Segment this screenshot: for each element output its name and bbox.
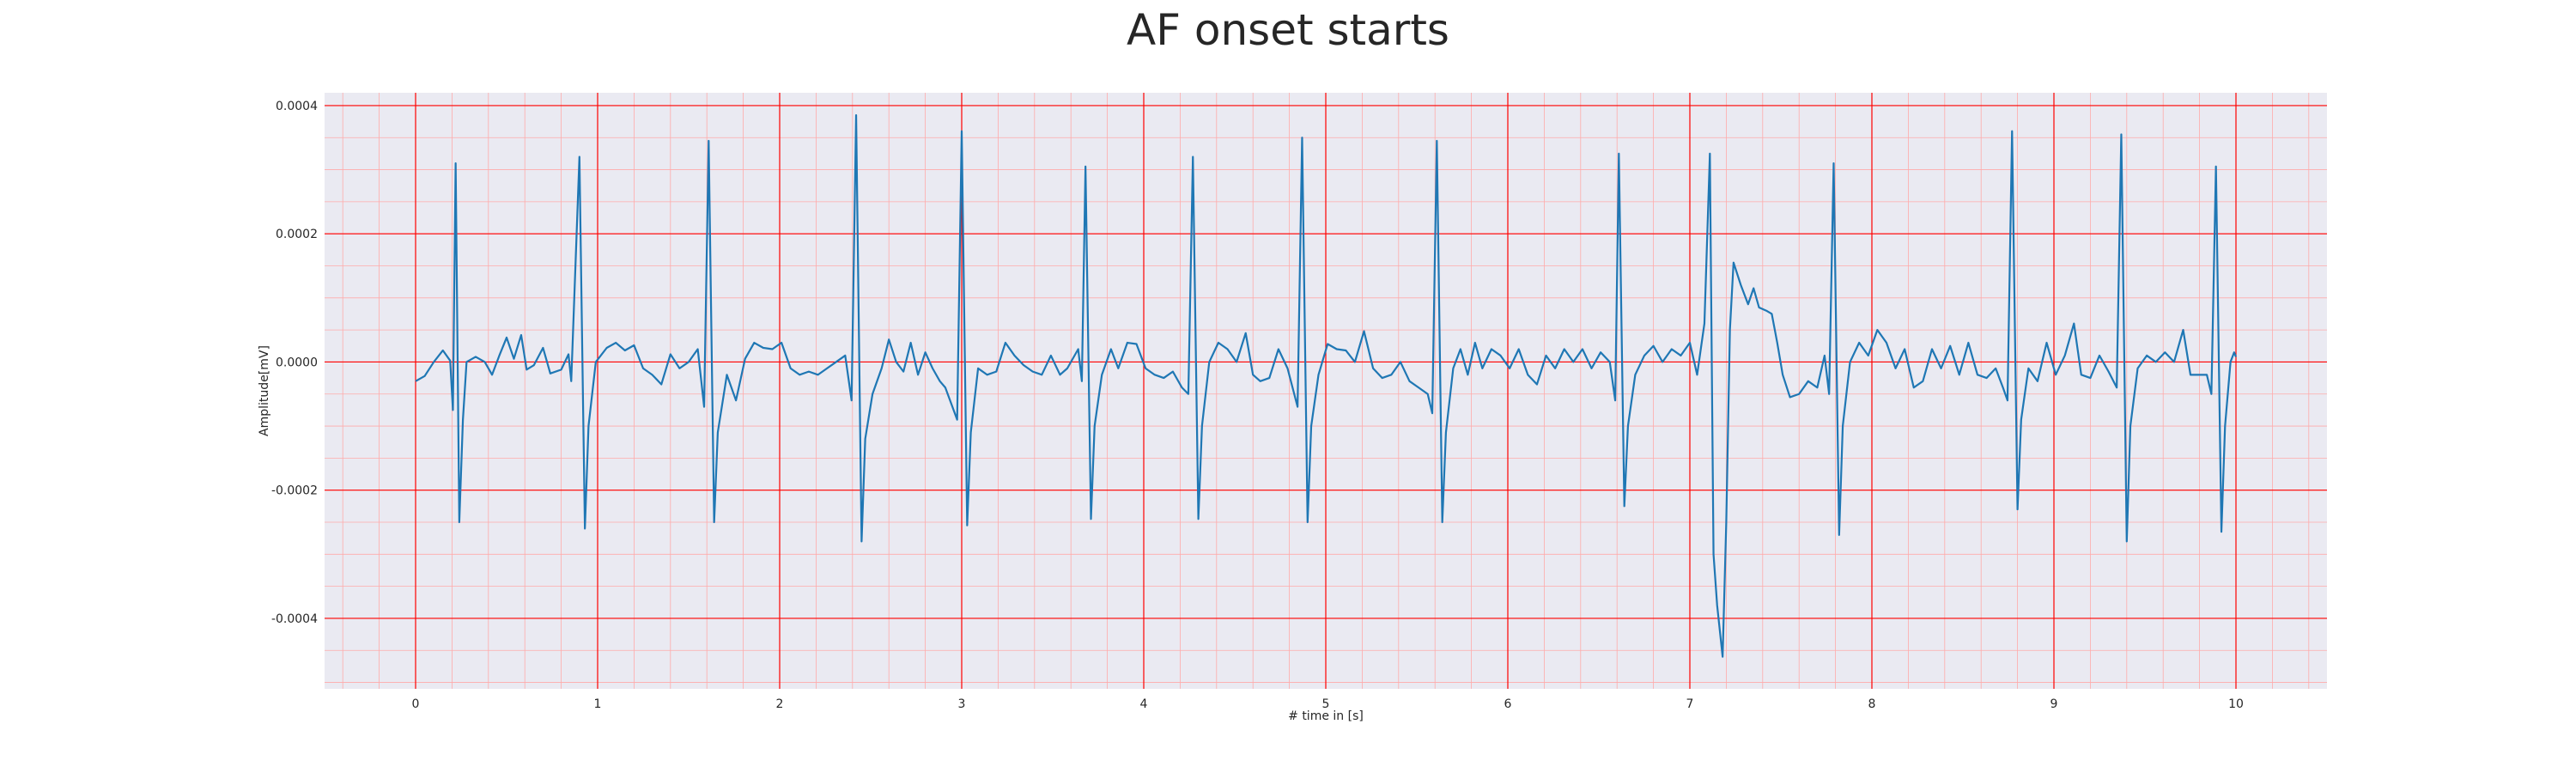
- x-tick-label: 8: [1868, 697, 1876, 711]
- y-tick-label: 0.0000: [276, 356, 318, 369]
- x-tick-label: 1: [594, 697, 602, 711]
- y-tick-labels: 0.0004 0.0002 0.0000 -0.0002 -0.0004: [271, 100, 318, 626]
- y-tick-label: 0.0004: [276, 100, 318, 113]
- x-tick-label: 6: [1504, 697, 1512, 711]
- x-tick-label: 3: [958, 697, 966, 711]
- y-tick-label: -0.0004: [271, 612, 318, 626]
- ecg-series-line: [415, 114, 2238, 658]
- y-axis-label: Amplitude[mV]: [258, 345, 271, 436]
- x-tick-label: 9: [2050, 697, 2058, 711]
- x-tick-labels: 0 1 2 3 4 5 6 7 8 9 10: [412, 697, 2244, 711]
- chart-title: AF onset starts: [1127, 5, 1449, 55]
- y-tick-label: 0.0002: [276, 228, 318, 241]
- x-tick-label: 10: [2228, 697, 2244, 711]
- x-tick-label: 7: [1686, 697, 1694, 711]
- major-grid: [325, 93, 2327, 689]
- x-axis-label: # time in [s]: [1288, 709, 1364, 723]
- x-tick-label: 0: [412, 697, 420, 711]
- x-tick-label: 4: [1140, 697, 1148, 711]
- y-tick-label: -0.0002: [271, 484, 318, 498]
- x-tick-label: 5: [1322, 697, 1330, 711]
- x-tick-label: 2: [776, 697, 784, 711]
